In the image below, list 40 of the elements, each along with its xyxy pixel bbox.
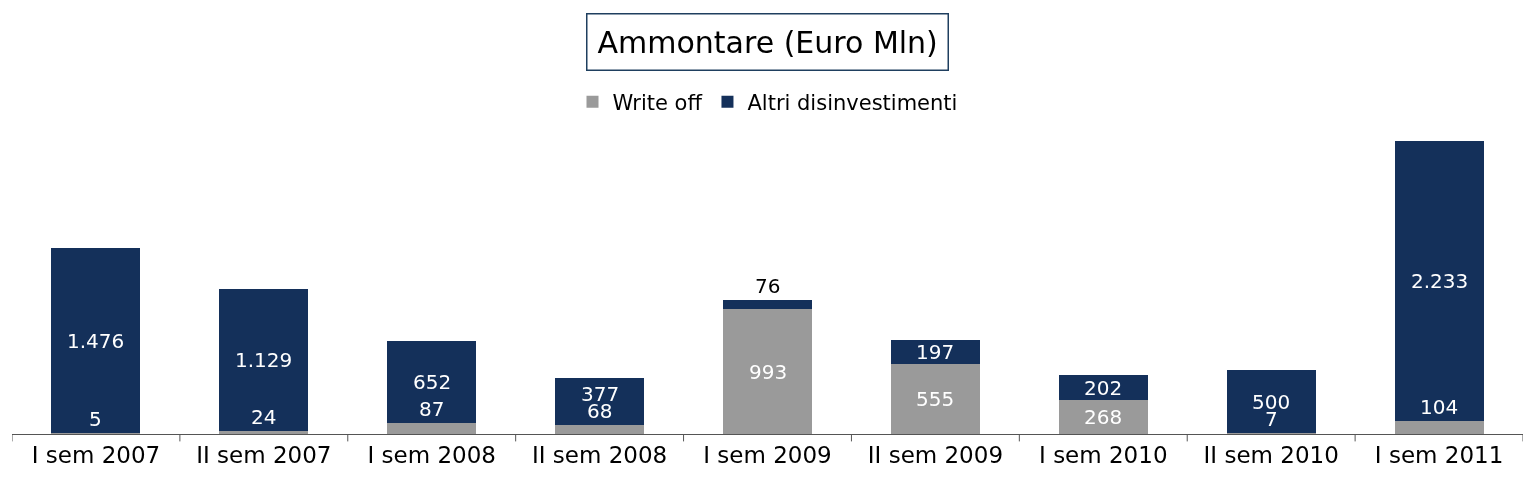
bar bbox=[387, 341, 477, 424]
bar bbox=[723, 299, 812, 310]
bar bbox=[1394, 140, 1484, 421]
x-tick-label: I sem 2007 bbox=[31, 441, 161, 468]
bar bbox=[555, 378, 645, 426]
data-label: 652 bbox=[413, 370, 452, 394]
bar bbox=[219, 289, 309, 431]
x-tick-label: II sem 2009 bbox=[867, 441, 1004, 468]
data-label: 87 bbox=[419, 397, 445, 421]
data-label: 1.476 bbox=[67, 329, 125, 353]
data-label: 5 bbox=[89, 407, 102, 431]
x-tick-label: II sem 2007 bbox=[196, 441, 332, 468]
legend-label: Altri disinvestimenti bbox=[747, 90, 958, 115]
bar bbox=[890, 364, 980, 434]
bar bbox=[1394, 420, 1484, 434]
data-label: 555 bbox=[916, 387, 955, 411]
data-label: 268 bbox=[1084, 405, 1123, 429]
bar bbox=[555, 425, 645, 434]
bar bbox=[1058, 400, 1148, 434]
bar bbox=[219, 430, 309, 434]
x-tick-label: I sem 2008 bbox=[367, 441, 496, 468]
x-tick-label: II sem 2010 bbox=[1203, 441, 1339, 468]
bar bbox=[51, 248, 141, 434]
data-label: 1.129 bbox=[235, 348, 293, 372]
bar bbox=[723, 309, 812, 434]
bar bbox=[1226, 370, 1316, 434]
data-label: 197 bbox=[916, 340, 955, 364]
data-label: 104 bbox=[1420, 395, 1459, 419]
x-tick-label: I sem 2011 bbox=[1374, 441, 1504, 468]
x-tick-label: II sem 2008 bbox=[531, 441, 668, 468]
data-label: 76 bbox=[755, 274, 781, 298]
bar bbox=[387, 423, 477, 434]
data-label: 202 bbox=[1084, 376, 1123, 400]
x-tick-label: I sem 2009 bbox=[703, 441, 832, 468]
data-label: 2.233 bbox=[1411, 269, 1469, 293]
x-tick-label: I sem 2010 bbox=[1039, 441, 1168, 468]
legend-label: Write off bbox=[612, 90, 703, 115]
chart-title: Ammontare (Euro Mln) bbox=[597, 24, 938, 60]
data-label: 24 bbox=[251, 405, 277, 429]
data-label: 993 bbox=[749, 360, 788, 384]
